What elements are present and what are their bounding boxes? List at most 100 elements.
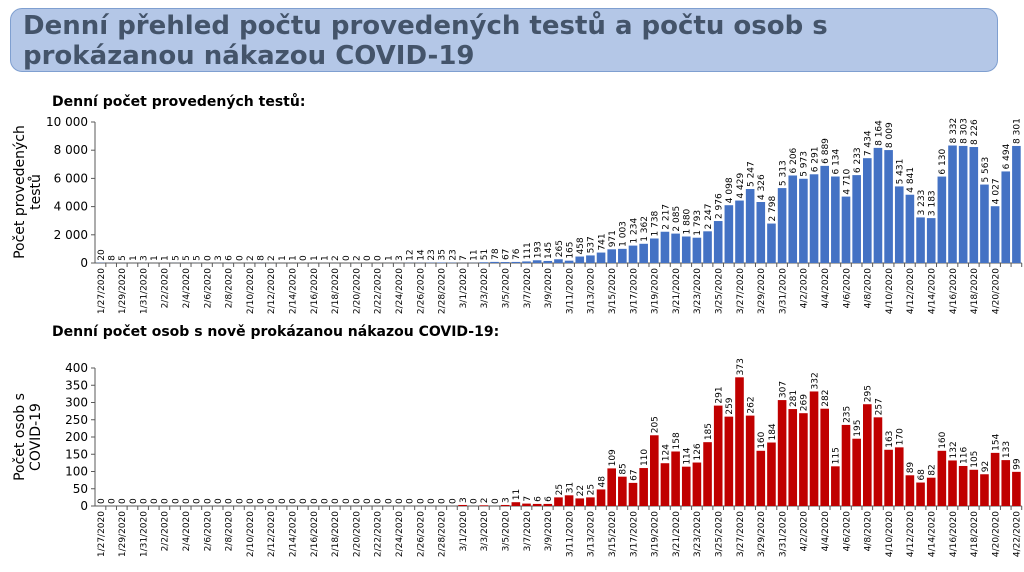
- tests-data-label: 20: [97, 249, 107, 261]
- cases-data-label: 25: [555, 484, 565, 495]
- cases-data-label: 82: [928, 464, 938, 475]
- cases-bar: [937, 450, 947, 506]
- tests-x-tick-label: 3/23/2020: [693, 268, 703, 314]
- tests-y-tick-label: 8 000: [54, 143, 88, 157]
- tests-data-label: 1 234: [629, 218, 639, 244]
- cases-bar: [990, 452, 1000, 506]
- cases-x-tick-label: 1/27/2020: [97, 511, 107, 557]
- tests-bar: [777, 188, 787, 263]
- cases-data-label: 3: [459, 497, 469, 503]
- cases-x-tick-label: 2/26/2020: [416, 511, 426, 557]
- tests-data-label: 2 217: [661, 204, 671, 230]
- cases-bar: [681, 466, 691, 506]
- cases-data-label: 126: [693, 443, 703, 460]
- tests-data-label: 5 247: [746, 161, 756, 187]
- tests-data-label: 1: [320, 255, 330, 261]
- cases-bar: [1012, 471, 1021, 506]
- cases-x-tick-label: 3/9/2020: [544, 511, 554, 552]
- cases-data-label: 0: [342, 498, 352, 504]
- tests-data-label: 6 889: [821, 138, 831, 164]
- tests-x-tick-label: 3/27/2020: [736, 268, 746, 314]
- cases-y-tick-label: 50: [73, 482, 88, 496]
- tests-data-label: 971: [608, 230, 618, 247]
- tests-data-label: 193: [533, 241, 543, 258]
- tests-x-tick-label: 4/12/2020: [906, 268, 916, 314]
- cases-x-tick-label: 3/23/2020: [693, 511, 703, 557]
- cases-data-label: 0: [289, 498, 299, 504]
- cases-bar: [628, 482, 638, 506]
- tests-data-label: 78: [491, 248, 501, 260]
- cases-data-label: 0: [491, 498, 501, 504]
- tests-x-tick-label: 4/20/2020: [991, 268, 1001, 314]
- tests-bar: [618, 248, 627, 263]
- tests-data-label: 2: [246, 255, 256, 261]
- tests-y-tick-label: 10 000: [46, 115, 88, 129]
- tests-bar: [735, 200, 744, 263]
- cases-bar: [788, 409, 798, 506]
- cases-x-tick-label: 4/10/2020: [885, 511, 895, 557]
- cases-data-label: 115: [832, 447, 842, 464]
- tests-x-tick-label: 2/8/2020: [225, 268, 235, 309]
- cases-bar: [596, 489, 606, 506]
- cases-data-label: 154: [991, 433, 1001, 450]
- tests-data-label: 5: [193, 255, 203, 261]
- cases-data-label: 67: [629, 469, 639, 480]
- cases-bar: [650, 435, 659, 506]
- cases-x-tick-label: 3/1/2020: [459, 511, 469, 552]
- tests-bar: [681, 236, 691, 263]
- tests-data-label: 0: [374, 255, 384, 261]
- tests-data-label: 458: [576, 237, 586, 254]
- tests-bar: [980, 184, 989, 263]
- tests-x-tick-label: 2/12/2020: [267, 268, 277, 314]
- cases-data-label: 133: [1002, 441, 1012, 458]
- cases-bar: [554, 497, 563, 506]
- cases-data-label: 0: [331, 498, 341, 504]
- cases-data-label: 0: [438, 498, 448, 504]
- tests-data-label: 51: [480, 249, 490, 260]
- tests-data-label: 265: [555, 240, 565, 257]
- cases-y-tick-label: 200: [65, 430, 88, 444]
- cases-bar: [522, 503, 531, 506]
- cases-data-label: 0: [384, 498, 394, 504]
- tests-x-tick-label: 4/14/2020: [928, 268, 938, 314]
- cases-data-label: 0: [161, 498, 171, 504]
- cases-bar: [607, 468, 616, 506]
- tests-bar: [820, 165, 829, 263]
- slide-title: Denní přehled počtu provedených testů a …: [23, 11, 828, 71]
- cases-x-tick-label: 2/14/2020: [289, 511, 299, 557]
- cases-data-label: 332: [810, 372, 820, 389]
- tests-x-tick-label: 4/10/2020: [885, 268, 895, 314]
- cases-x-tick-label: 2/20/2020: [352, 511, 362, 557]
- cases-data-label: 85: [619, 463, 629, 474]
- tests-bar: [916, 217, 925, 263]
- tests-bar: [628, 245, 638, 263]
- slide-title-box: Denní přehled počtu provedených testů a …: [10, 8, 998, 72]
- tests-bar: [809, 174, 819, 263]
- cases-bar: [692, 462, 702, 506]
- tests-data-label: 2 085: [672, 206, 682, 232]
- tests-bar: [713, 221, 723, 263]
- cases-x-tick-label: 3/15/2020: [608, 511, 618, 557]
- tests-data-label: 4 027: [991, 178, 1001, 204]
- tests-data-label: 6 206: [789, 147, 799, 173]
- cases-data-label: 0: [406, 498, 416, 504]
- tests-data-label: 7 434: [864, 130, 874, 156]
- tests-bar: [575, 256, 585, 263]
- tests-x-tick-label: 3/15/2020: [608, 268, 618, 314]
- tests-data-label: 111: [523, 242, 533, 259]
- tests-x-tick-label: 2/14/2020: [289, 268, 299, 314]
- cases-data-label: 0: [235, 498, 245, 504]
- cases-x-tick-label: 4/4/2020: [821, 511, 831, 552]
- cases-chart-title: Denní počet osob s nově prokázanou nákaz…: [52, 324, 500, 340]
- cases-x-tick-label: 2/8/2020: [225, 511, 235, 552]
- tests-x-tick-label: 3/3/2020: [480, 268, 490, 309]
- cases-data-label: 185: [704, 423, 714, 440]
- cases-data-label: 0: [193, 498, 203, 504]
- tests-data-label: 1: [310, 255, 320, 261]
- cases-x-tick-label: 4/16/2020: [949, 511, 959, 557]
- cases-y-tick-label: 350: [65, 378, 88, 392]
- tests-x-tick-label: 3/9/2020: [544, 268, 554, 309]
- cases-data-label: 11: [512, 489, 522, 500]
- cases-x-tick-label: 1/31/2020: [139, 511, 149, 557]
